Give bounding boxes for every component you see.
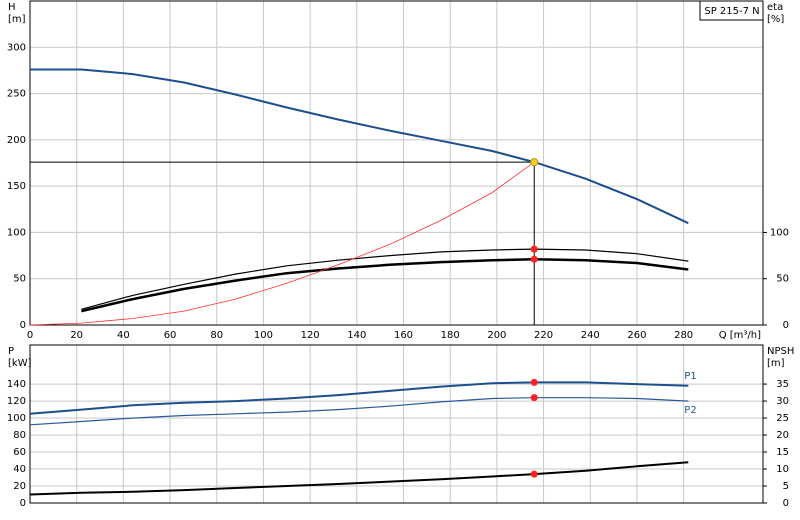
y2-tick-label: 50	[776, 274, 789, 285]
series-label: P2	[684, 405, 696, 416]
x-tick-label: 40	[117, 330, 130, 341]
y2-unit: [m]	[767, 358, 785, 369]
y2-tick-label: 15	[776, 447, 789, 458]
y-tick-label: 200	[7, 135, 26, 146]
y-tick-label: 300	[7, 42, 26, 53]
series-label: P1	[684, 371, 696, 382]
plot-frame	[29, 0, 764, 326]
curve	[29, 461, 689, 496]
x-tick-label: 200	[487, 330, 506, 341]
curve	[81, 248, 689, 310]
y-unit: [m]	[8, 14, 26, 25]
y-label: P	[8, 346, 14, 357]
y-tick-label: 120	[7, 396, 26, 407]
plot-frame	[29, 344, 764, 504]
curve	[30, 68, 689, 225]
point	[530, 255, 538, 263]
point	[530, 158, 539, 167]
x-tick-label: 260	[627, 330, 646, 341]
y2-tick-label: 0	[783, 498, 789, 509]
y-tick-label: 40	[13, 464, 26, 475]
y-tick-label: 250	[7, 89, 26, 100]
y-label: H	[8, 2, 16, 13]
x-label: Q [m³/h]	[719, 330, 761, 341]
x-tick-label: 280	[674, 330, 693, 341]
curve	[29, 397, 689, 426]
x-tick-label: 60	[164, 330, 177, 341]
y2-tick-label: 30	[776, 396, 789, 407]
y2-label: NPSH	[767, 346, 794, 357]
x-tick-label: 120	[301, 330, 320, 341]
y-tick-label: 20	[13, 481, 26, 492]
x-tick-label: 80	[210, 330, 223, 341]
curve	[81, 258, 689, 313]
x-tick-label: 100	[254, 330, 273, 341]
title-box	[699, 0, 764, 21]
y2-tick-label: 35	[776, 379, 789, 390]
y2-tick-label: 0	[783, 320, 789, 331]
point	[530, 394, 538, 402]
y-tick-label: 0	[20, 498, 26, 509]
y2-tick-label: 10	[776, 464, 789, 475]
curve	[29, 381, 689, 415]
x-tick-label: 20	[70, 330, 83, 341]
y-tick-label: 0	[20, 320, 26, 331]
chart-title: SP 215-7 N	[704, 6, 759, 17]
y2-label: eta	[767, 2, 783, 13]
y-tick-label: 140	[7, 379, 26, 390]
x-tick-label: 180	[441, 330, 460, 341]
point	[530, 378, 538, 386]
y2-tick-label: 100	[770, 227, 789, 238]
x-tick-label: 220	[534, 330, 553, 341]
y-tick-label: 80	[13, 430, 26, 441]
y2-unit: [%]	[767, 14, 784, 25]
y-tick-label: 100	[7, 227, 26, 238]
y-tick-label: 100	[7, 413, 26, 424]
point	[530, 245, 538, 253]
x-tick-label: 160	[394, 330, 413, 341]
y-unit: [kW]	[8, 358, 32, 369]
y2-tick-label: 20	[776, 430, 789, 441]
y2-tick-label: 25	[776, 413, 789, 424]
y-tick-label: 60	[13, 447, 26, 458]
curve	[29, 161, 535, 326]
x-tick-label: 240	[581, 330, 600, 341]
y2-tick-label: 5	[783, 481, 789, 492]
y-tick-label: 50	[13, 274, 26, 285]
x-tick-label: 0	[27, 330, 33, 341]
x-tick-label: 140	[347, 330, 366, 341]
point	[530, 470, 538, 478]
y-tick-label: 150	[7, 181, 26, 192]
